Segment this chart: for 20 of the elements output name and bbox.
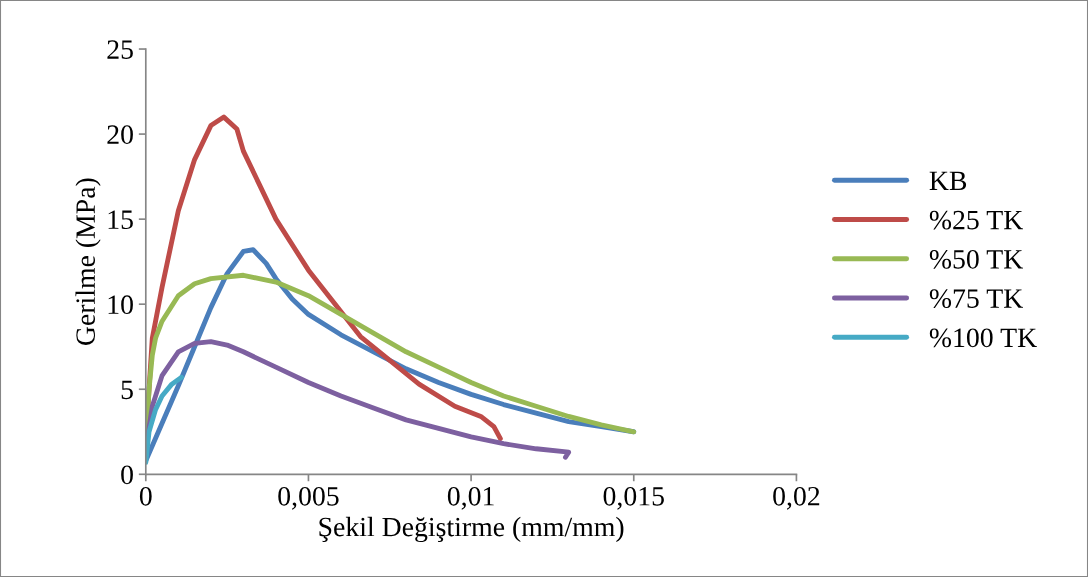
legend-label: %75 TK <box>929 289 1023 309</box>
y-tick-label: 5 <box>121 380 133 400</box>
y-tick-label: 10 <box>108 295 133 315</box>
y-tick-label: 0 <box>121 465 133 485</box>
y-axis-title: Gerilme (MPa) <box>75 178 101 345</box>
x-tick-label: 0,01 <box>447 486 494 510</box>
legend-label: %100 TK <box>929 328 1037 348</box>
y-tick-label: 25 <box>107 40 133 59</box>
legend-label: KB <box>929 171 967 191</box>
x-tick-label: 0 <box>139 486 152 506</box>
legend-label: %50 TK <box>929 249 1023 269</box>
y-tick-label: 20 <box>107 125 133 145</box>
x-tick-label: 0,02 <box>773 486 820 510</box>
line-series <box>145 374 185 465</box>
x-tick-label: 0,015 <box>603 486 664 510</box>
legend-label: %25 TK <box>929 210 1023 230</box>
y-tick-label: 15 <box>108 210 133 230</box>
line-series <box>145 339 572 460</box>
x-axis-title: Şekil Değiştirme (mm/mm) <box>319 516 624 543</box>
x-tick-label: 0,005 <box>278 486 339 510</box>
